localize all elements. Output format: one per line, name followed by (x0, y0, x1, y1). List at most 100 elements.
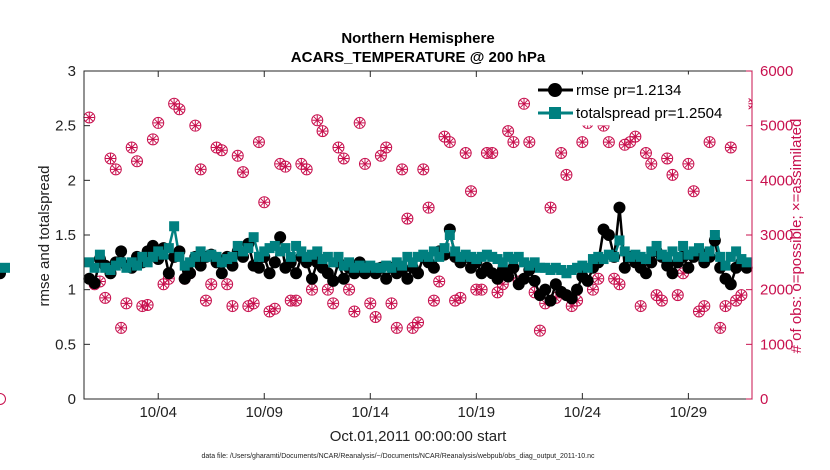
obs-possible-point (724, 141, 737, 154)
totalspread-point (476, 251, 487, 262)
obs-assimilated-point (699, 301, 710, 312)
obs-possible-point (555, 147, 568, 159)
obs-assimilated-point (460, 148, 471, 158)
totalspread-point (503, 251, 514, 262)
obs-assimilated-point (524, 137, 535, 148)
obs-possible-point (194, 163, 207, 176)
obs-possible-point (412, 316, 424, 329)
obs-possible-point (390, 321, 403, 334)
legend-spread-label: totalspread pr=1.2504 (576, 105, 722, 122)
totalspread-point (190, 251, 201, 262)
totalspread-point (147, 251, 158, 262)
obs-possible-point (337, 152, 350, 165)
totalspread-point (667, 246, 678, 257)
obs-possible-point (698, 300, 711, 313)
totalspread-point (126, 257, 137, 268)
obs-assimilated-point (466, 186, 477, 197)
rmse-point (682, 261, 695, 274)
totalspread-point (328, 257, 339, 268)
totalspread-point (439, 243, 450, 254)
data-file-footnote: data file: /Users/gharamti/Documents/NCA… (201, 453, 595, 460)
totalspread-point (110, 260, 121, 271)
obs-possible-point (343, 283, 356, 296)
totalspread-point (195, 246, 206, 257)
obs-assimilated-point (566, 301, 577, 312)
obs-assimilated-point (640, 148, 651, 158)
obs-possible-point (396, 163, 409, 176)
totalspread-point (625, 251, 636, 262)
obs-possible-point (237, 166, 250, 179)
legend-rmse-label: rmse pr=1.2134 (576, 82, 681, 99)
rmse-point (115, 245, 128, 258)
obs-assimilated-point (238, 167, 249, 178)
totalspread-point (434, 251, 445, 262)
obs-assimilated-point (153, 117, 164, 128)
obs-possible-point (443, 136, 456, 149)
obs-assimilated-point (731, 295, 742, 306)
obs-possible-point (205, 278, 218, 291)
rmse-point (215, 267, 228, 280)
obs-assimilated-point (190, 120, 201, 131)
obs-assimilated-point (423, 202, 434, 213)
totalspread-point (317, 254, 328, 265)
totalspread-point (222, 254, 233, 265)
rmse-point (539, 283, 552, 296)
obs-assimilated-point (137, 301, 148, 312)
obs-assimilated-point (704, 137, 715, 148)
totalspread-point (232, 240, 243, 251)
legend-rmse-marker (548, 83, 562, 97)
rmse-point (252, 261, 265, 274)
obs-assimilated-point (614, 279, 625, 290)
totalspread-point (344, 257, 355, 268)
totalspread-point (709, 230, 720, 240)
obs-possible-point (682, 157, 695, 170)
totalspread-point (243, 243, 254, 254)
totalspread-point (296, 246, 307, 257)
obs-assimilated-point (132, 156, 143, 167)
obs-assimilated-point (481, 148, 492, 158)
totalspread-point (418, 249, 429, 260)
obs-possible-point (369, 311, 382, 323)
rmse-point (194, 259, 207, 272)
totalspread-point (577, 260, 588, 271)
obs-possible-point (634, 300, 647, 313)
obs-possible-point (518, 97, 531, 110)
obs-assimilated-point (195, 164, 206, 175)
x-tick-label: 10/24 (564, 404, 602, 421)
axis-ticks: 0 0.5 1 1.5 2 2.5 3 0 1000 2000 3000 4000 5000 6000 10… (55, 63, 793, 421)
obs-possible-point (348, 305, 361, 318)
rmse-point (268, 256, 281, 269)
obs-assimilated-point (296, 158, 307, 169)
obs-assimilated-point (587, 284, 598, 295)
rmse-point (162, 267, 175, 280)
totalspread-point (116, 257, 127, 268)
totalspread-point (519, 257, 530, 268)
obs-possible-point (576, 136, 589, 149)
obs-assimilated-point (715, 322, 726, 333)
obs-assimilated-point (280, 161, 291, 172)
totalspread-point (153, 246, 164, 257)
totalspread-point (94, 249, 105, 260)
totalspread-point (471, 254, 482, 265)
obs-assimilated-point (598, 120, 609, 131)
x-tick-label: 10/29 (670, 404, 708, 421)
x-tick-label: 10/04 (139, 404, 177, 421)
obs-assimilated-point (476, 284, 487, 295)
obs-assimilated-point (301, 164, 312, 175)
obs-possible-point (226, 300, 239, 313)
obs-possible-point (613, 278, 626, 291)
x-axis-label: Oct.01,2011 00:00:00 start (330, 428, 507, 445)
y-tick-label: 0.5 (55, 336, 76, 353)
obs-assimilated-point (619, 139, 630, 150)
totalspread-point (428, 246, 439, 257)
obs-possible-point (714, 321, 727, 334)
obs-possible-point (703, 136, 716, 149)
obs-assimilated-point (317, 126, 328, 137)
obs-possible-point (586, 283, 599, 296)
totalspread-point (699, 251, 710, 262)
obs-possible-point (507, 136, 520, 149)
obs-assimilated-point (413, 317, 423, 328)
obs-possible-point (300, 163, 313, 176)
totalspread-point (269, 240, 280, 251)
obs-possible-point (655, 294, 668, 307)
